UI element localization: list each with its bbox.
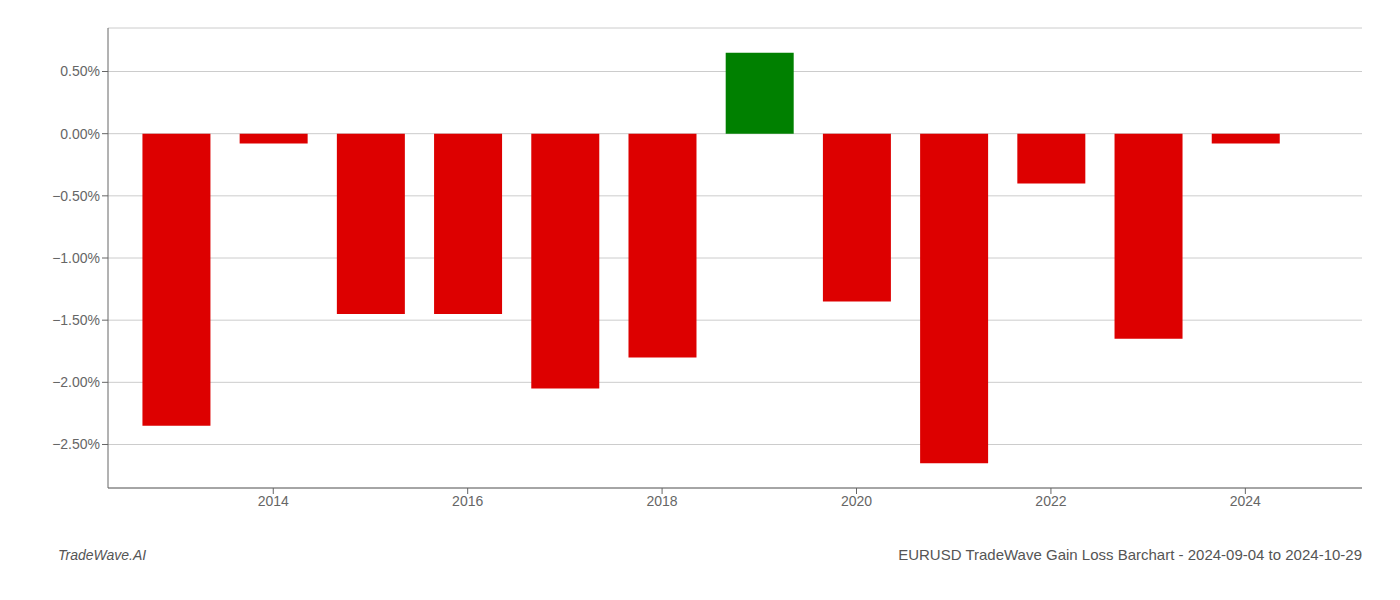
svg-text:−1.50%: −1.50% xyxy=(52,312,100,328)
svg-text:−2.00%: −2.00% xyxy=(52,374,100,390)
svg-text:2022: 2022 xyxy=(1035,493,1066,509)
svg-text:−2.50%: −2.50% xyxy=(52,436,100,452)
svg-text:2014: 2014 xyxy=(258,493,289,509)
svg-text:−0.50%: −0.50% xyxy=(52,188,100,204)
html-text:EURUSD TradeWave Gain Loss Bar: EURUSD TradeWave Gain Loss Barchart - 20… xyxy=(898,546,1362,563)
svg-text:2018: 2018 xyxy=(647,493,678,509)
svg-text:−1.00%: −1.00% xyxy=(52,250,100,266)
svg-text:2024: 2024 xyxy=(1230,493,1261,509)
svg-text:0.50%: 0.50% xyxy=(60,63,100,79)
svg-text:0.00%: 0.00% xyxy=(60,126,100,142)
svg-text:2020: 2020 xyxy=(841,493,872,509)
svg-text:2016: 2016 xyxy=(452,493,483,509)
html-text:TradeWave.AI: TradeWave.AI xyxy=(58,547,147,563)
